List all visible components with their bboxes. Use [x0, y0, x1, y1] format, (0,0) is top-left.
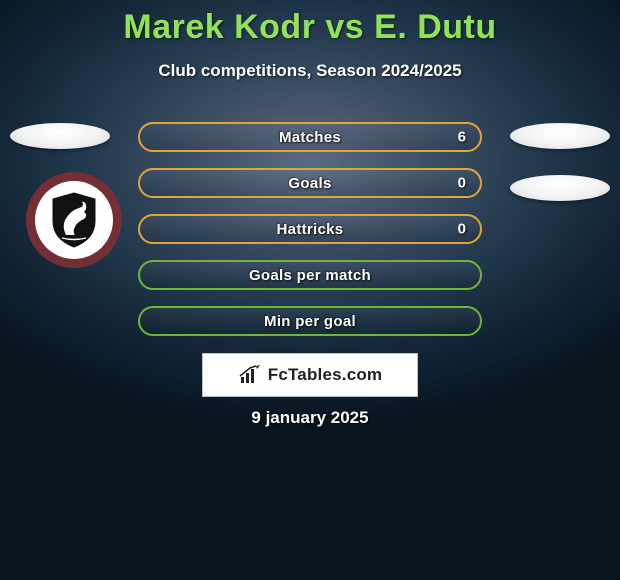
club-shield-icon	[49, 191, 99, 249]
stat-bar-matches: Matches 6	[138, 122, 482, 152]
player-ellipse-left	[10, 123, 110, 149]
stat-value: 6	[458, 129, 466, 146]
stat-label: Goals	[288, 175, 331, 192]
player-ellipse-right-1	[510, 123, 610, 149]
stat-label: Goals per match	[249, 267, 371, 284]
club-badge	[26, 172, 122, 268]
brand-text: FcTables.com	[268, 365, 383, 385]
page-title: Marek Kodr vs E. Dutu	[0, 0, 620, 47]
stat-label: Matches	[279, 129, 341, 146]
footer-date: 9 january 2025	[0, 408, 620, 428]
stat-value: 0	[458, 221, 466, 238]
club-badge-ring	[35, 181, 113, 259]
stat-value: 0	[458, 175, 466, 192]
player-ellipse-right-2	[510, 175, 610, 201]
stat-bar-goals-per-match: Goals per match	[138, 260, 482, 290]
stat-bar-hattricks: Hattricks 0	[138, 214, 482, 244]
page-subtitle: Club competitions, Season 2024/2025	[0, 61, 620, 81]
brand-box: FcTables.com	[202, 353, 418, 397]
content-root: Marek Kodr vs E. Dutu Club competitions,…	[0, 0, 620, 580]
brand-chart-icon	[238, 365, 262, 385]
stat-label: Hattricks	[277, 221, 344, 238]
stat-bars: Matches 6 Goals 0 Hattricks 0 Goals per …	[138, 122, 482, 352]
stat-label: Min per goal	[264, 313, 356, 330]
stat-bar-min-per-goal: Min per goal	[138, 306, 482, 336]
stat-bar-goals: Goals 0	[138, 168, 482, 198]
